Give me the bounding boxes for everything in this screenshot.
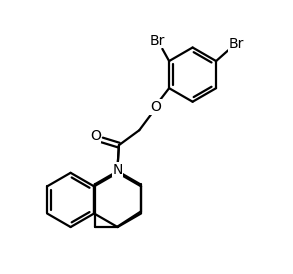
- Text: Br: Br: [149, 34, 165, 48]
- Text: O: O: [90, 129, 101, 143]
- Text: Br: Br: [229, 37, 244, 51]
- Text: N: N: [113, 162, 123, 176]
- Text: N: N: [113, 162, 123, 176]
- Text: O: O: [150, 100, 161, 114]
- Text: O: O: [90, 129, 101, 143]
